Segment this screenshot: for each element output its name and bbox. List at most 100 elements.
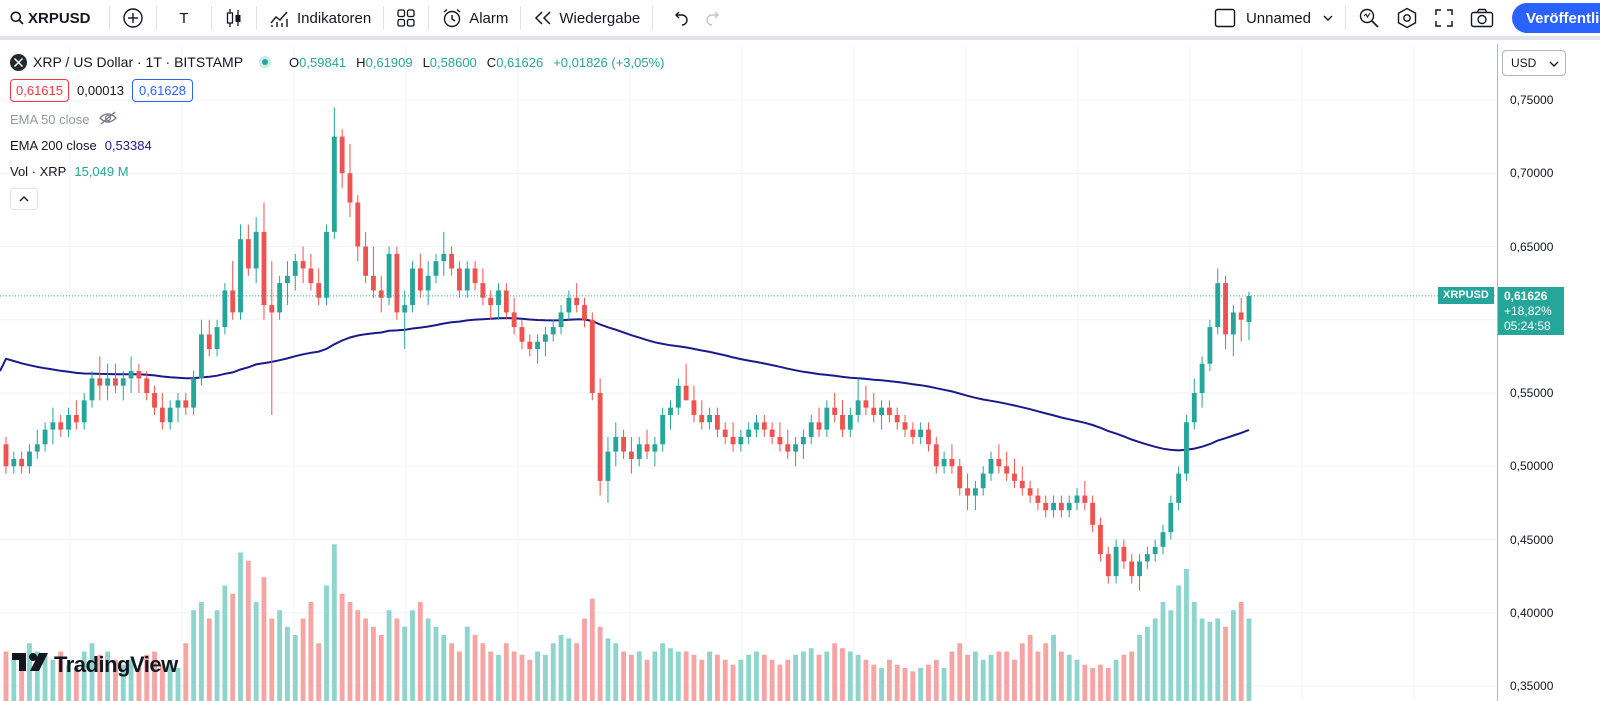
currency-select[interactable]: USD	[1502, 50, 1566, 76]
volume-bar	[480, 643, 486, 701]
indicator-volume[interactable]: Vol · XRP 15,049 M	[10, 162, 665, 180]
collapse-legend-button[interactable]	[10, 188, 38, 210]
fullscreen-button[interactable]	[1426, 0, 1462, 36]
candle-body	[89, 378, 95, 401]
candle-body	[808, 422, 814, 437]
chart-type-button[interactable]	[216, 0, 252, 36]
volume-bar	[855, 654, 861, 701]
volume-bar	[1058, 651, 1064, 701]
indicator-ema200[interactable]: EMA 200 close 0,53384	[10, 136, 665, 154]
volume-bar	[1074, 659, 1080, 701]
volume-bar	[1027, 635, 1033, 701]
templates-button[interactable]	[388, 0, 424, 36]
sell-button[interactable]: 0,61615	[10, 79, 69, 102]
candle-body	[269, 305, 275, 313]
candle-body	[324, 231, 329, 298]
candle-body	[503, 290, 509, 313]
candle-body	[128, 371, 134, 379]
bid-ask-row: 0,61615 0,00013 0,61628	[10, 79, 665, 102]
price-tick-label: 0,55000	[1510, 386, 1554, 400]
redo-button[interactable]	[697, 0, 731, 36]
divider	[652, 6, 654, 30]
tradingview-icon	[12, 651, 50, 678]
chart-pane[interactable]: XRP / US Dollar · 1T · BITSTAMP O0,59841…	[0, 44, 1497, 701]
symbol-title[interactable]: XRP / US Dollar · 1T · BITSTAMP	[33, 54, 244, 70]
rewind-icon	[533, 10, 553, 26]
buy-button[interactable]: 0,61628	[132, 79, 193, 102]
volume-bar	[738, 659, 744, 701]
undo-button[interactable]	[663, 0, 697, 36]
tradingview-logo[interactable]: TradingView	[12, 651, 178, 678]
layout-menu-button[interactable]: Unnamed	[1206, 0, 1341, 36]
candle-body	[1051, 502, 1056, 511]
volume-bar	[691, 654, 697, 701]
candle-body	[253, 231, 259, 269]
volume-bar	[996, 651, 1002, 701]
volume-bar	[1019, 643, 1025, 701]
eye-hidden-icon[interactable]	[98, 110, 118, 129]
volume-bar	[1012, 659, 1017, 701]
candle-body	[113, 378, 118, 386]
volume-bar	[324, 585, 329, 701]
volume-bar	[206, 618, 212, 701]
candle-body	[496, 290, 501, 306]
volume-bar	[11, 659, 17, 701]
candle-body	[566, 297, 572, 313]
publish-button[interactable]: Veröffentli	[1512, 3, 1600, 33]
volume-bar	[1168, 610, 1174, 701]
volume-bar	[832, 643, 838, 701]
volume-bar	[589, 598, 595, 701]
divider	[383, 6, 385, 30]
volume-bar	[746, 654, 752, 701]
candle-body	[957, 466, 963, 489]
alarm-label: Alarm	[469, 9, 509, 27]
volume-bar	[1223, 626, 1228, 701]
volume-bar	[871, 664, 877, 701]
candle-body	[800, 436, 806, 445]
xrp-logo-icon	[10, 53, 27, 71]
symbol-label: XRPUSD	[28, 9, 91, 27]
candle-body	[1160, 532, 1166, 547]
candle-body	[1144, 554, 1150, 562]
candle-body	[261, 231, 267, 306]
indicators-button[interactable]: Indikatoren	[261, 0, 379, 36]
fullscreen-icon	[1434, 8, 1454, 28]
settings-button[interactable]	[1388, 0, 1426, 36]
symbol-search-button[interactable]: XRPUSD	[0, 0, 105, 36]
volume-bar	[980, 659, 986, 701]
quick-search-button[interactable]	[1350, 0, 1388, 36]
top-toolbar: XRPUSD T Indikatoren Alarm	[0, 0, 1600, 40]
indicator-ema50[interactable]: EMA 50 close	[10, 110, 665, 128]
price-axis[interactable]: USD 0,75000 0,70000 0,65000 0,55000 0,50000 0…	[1497, 44, 1600, 701]
candle-body	[230, 290, 236, 313]
change-value: +0,01826 (+3,05%)	[553, 54, 665, 70]
chart-canvas[interactable]	[0, 44, 1497, 701]
volume-bar	[503, 643, 509, 701]
candle-body	[1058, 502, 1064, 511]
replay-button[interactable]: Wiedergabe	[525, 0, 648, 36]
volume-bar	[777, 664, 783, 701]
quick-search-icon	[1358, 7, 1380, 29]
candle-body	[574, 297, 580, 306]
candle-body	[410, 268, 415, 306]
volume-bar	[511, 651, 517, 701]
candle-body	[965, 488, 970, 496]
candle-body	[1043, 502, 1049, 511]
market-status-icon[interactable]	[259, 56, 272, 68]
volume-bar	[152, 651, 157, 701]
volume-bar	[527, 659, 533, 701]
interval-button[interactable]: T	[161, 0, 207, 36]
alert-button[interactable]: Alarm	[433, 0, 516, 36]
candle-body	[1168, 502, 1174, 533]
volume-bar	[1184, 569, 1189, 701]
snapshot-button[interactable]	[1462, 0, 1502, 36]
volume-bar	[1246, 618, 1252, 701]
volume-bar	[66, 664, 71, 701]
volume-bar	[1160, 602, 1166, 701]
candle-body	[894, 414, 900, 423]
volume-bar	[644, 659, 650, 701]
candle-body	[238, 239, 243, 313]
candle-body	[542, 334, 548, 342]
grid-icon	[396, 8, 416, 28]
compare-symbol-button[interactable]	[114, 0, 152, 36]
